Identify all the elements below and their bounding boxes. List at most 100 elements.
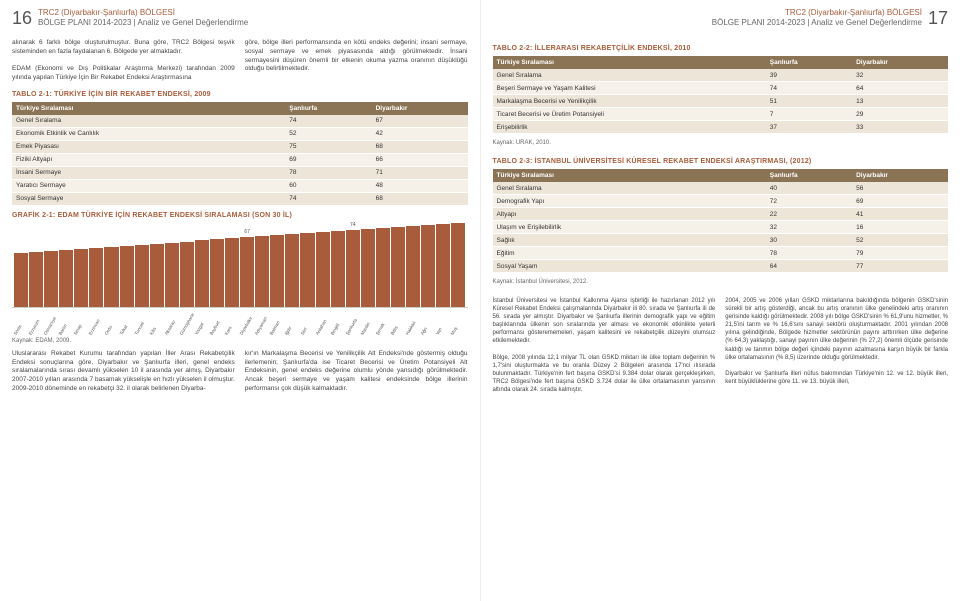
chart-bar: Bitlis <box>391 227 405 307</box>
bottom-columns-right: İstanbul Üniversitesi ve İstanbul Kalkın… <box>493 297 949 394</box>
table-1-title: TABLO 2-1: TÜRKİYE İÇİN BİR REKABET ENDE… <box>12 91 468 98</box>
table-row: Emek Piyasası7568 <box>12 140 468 153</box>
chart-bar: Tunceli <box>135 245 149 307</box>
header-left: 16 TRC2 (Diyarbakır-Şanlıurfa) BÖLGESİ B… <box>12 8 468 29</box>
table-3-title: TABLO 2-3: İSTANBUL ÜNİVERSİTESİ KÜRESEL… <box>493 158 949 165</box>
table-header-cell: Türkiye Sıralaması <box>12 102 285 115</box>
table-row: Erişebilirlik3733 <box>493 121 949 134</box>
table-cell: Yaratıcı Sermaye <box>12 179 285 192</box>
chart-wrap: SivasErzurumOsmaniyeBartınSinopErzincanO… <box>12 223 468 332</box>
table-3-source: Kaynak: İstanbul Üniversitesi, 2012. <box>493 279 949 285</box>
table-cell: Beşeri Sermaye ve Yaşam Kalitesi <box>493 82 766 95</box>
table-cell: 52 <box>285 127 371 140</box>
intro-columns: alınarak 6 farklı bölge oluşturulmuştur.… <box>12 39 468 83</box>
chart-bar: Aksaray <box>165 243 179 307</box>
table-cell: 39 <box>766 69 852 82</box>
bottom-col: kır'ın Markalaşma Becerisi ve Yenilikçil… <box>245 350 468 394</box>
chart-bar: Şanlıurfa74 <box>346 230 360 307</box>
table-cell: 30 <box>766 234 852 247</box>
table-cell: Ekonomik Etkinlik ve Canlılık <box>12 127 285 140</box>
chart-bar: Kilis <box>150 244 164 307</box>
table-cell: 42 <box>372 127 468 140</box>
bar-value: 74 <box>350 222 356 228</box>
intro-col-2: göre, bölge illeri performansında en köt… <box>245 39 468 83</box>
table-cell: Emek Piyasası <box>12 140 285 153</box>
bottom-col: İstanbul Üniversitesi ve İstanbul Kalkın… <box>493 297 716 394</box>
table-row: Demografik Yapı7269 <box>493 195 949 208</box>
table-cell: 37 <box>766 121 852 134</box>
header-title: TRC2 (Diyarbakır-Şanlıurfa) BÖLGESİ <box>38 8 248 18</box>
chart-bar: Van <box>436 224 450 307</box>
header-text: TRC2 (Diyarbakır-Şanlıurfa) BÖLGESİ BÖLG… <box>38 8 248 27</box>
chart-bar: Siirt <box>300 233 314 307</box>
table-row: İnsani Sermaye7871 <box>12 166 468 179</box>
table-cell: Genel Sıralama <box>493 69 766 82</box>
table-cell: 66 <box>372 153 468 166</box>
table-row: Markalaşma Becerisi ve Yenilikçilik5113 <box>493 95 949 108</box>
bottom-col: 2004, 2005 ve 2006 yılları GSKD miktarla… <box>725 297 948 394</box>
chart-bar: Bayburt <box>210 239 224 306</box>
table-cell: 74 <box>285 192 371 205</box>
table-row: Altyapı2241 <box>493 208 949 221</box>
bar-chart: SivasErzurumOsmaniyeBartınSinopErzincanO… <box>12 223 468 308</box>
table-cell: 13 <box>852 95 948 108</box>
table-cell: 56 <box>852 182 948 195</box>
table-2-source: Kaynak: URAK, 2010. <box>493 140 949 146</box>
table-row: Sosyal Sermaye7468 <box>12 192 468 205</box>
chart-bar: Sivas <box>14 253 28 307</box>
table-row: Ticaret Becerisi ve Üretim Potansiyeli72… <box>493 108 949 121</box>
chart-title: GRAFİK 2-1: EDAM TÜRKİYE İÇİN REKABET EN… <box>12 212 468 219</box>
page-number: 16 <box>12 8 32 29</box>
chart-bar: Şırnak <box>376 228 390 307</box>
table-cell: 64 <box>852 82 948 95</box>
bottom-columns-left: Uluslararası Rekabet Kurumu tarafından y… <box>12 350 468 394</box>
chart-bar: Bartın <box>59 250 73 307</box>
chart-source: Kaynak: EDAM, 2009. <box>12 338 468 344</box>
bottom-col: Uluslararası Rekabet Kurumu tarafından y… <box>12 350 235 394</box>
table-header-cell: Şanlıurfa <box>766 56 852 69</box>
chart-bar: Ordu <box>104 247 118 307</box>
table-row: Fiziki Altyapı6966 <box>12 153 468 166</box>
chart-bar: Bingöl <box>331 231 345 307</box>
table-2: Türkiye SıralamasıŞanlıurfaDiyarbakır Ge… <box>493 56 949 134</box>
table-cell: 16 <box>852 221 948 234</box>
chart-bar: Diyarbakır67 <box>240 237 254 306</box>
para: alınarak 6 farklı bölge oluşturulmuştur.… <box>12 39 235 57</box>
table-row: Genel Sıralama3932 <box>493 69 949 82</box>
table-cell: Genel Sıralama <box>12 115 285 128</box>
table-cell: Sağlık <box>493 234 766 247</box>
table-3: Türkiye SıralamasıŞanlıurfaDiyarbakır Ge… <box>493 169 949 273</box>
chart-bar: Yozgat <box>195 240 209 306</box>
table-cell: 69 <box>285 153 371 166</box>
table-cell: 68 <box>372 140 468 153</box>
table-cell: Sosyal Sermaye <box>12 192 285 205</box>
table-cell: Demografik Yapı <box>493 195 766 208</box>
table-header-cell: Diyarbakır <box>852 56 948 69</box>
table-1: Türkiye SıralamasıŞanlıurfaDiyarbakır Ge… <box>12 102 468 206</box>
chart-bar: Gümüşhane <box>180 242 194 307</box>
table-cell: Fiziki Altyapı <box>12 153 285 166</box>
table-cell: 75 <box>285 140 371 153</box>
table-cell: Genel Sıralama <box>493 182 766 195</box>
chart-bar: Batman <box>270 235 284 307</box>
table-header-cell: Türkiye Sıralaması <box>493 56 766 69</box>
table-cell: 52 <box>852 234 948 247</box>
table-cell: Altyapı <box>493 208 766 221</box>
table-cell: Sosyal Yaşam <box>493 260 766 273</box>
chart-bar: Adıyaman <box>255 236 269 307</box>
table-cell: 60 <box>285 179 371 192</box>
chart-bar: Erzincan <box>89 248 103 307</box>
table-cell: 79 <box>852 247 948 260</box>
table-cell: 68 <box>372 192 468 205</box>
page-left: 16 TRC2 (Diyarbakır-Şanlıurfa) BÖLGESİ B… <box>0 0 481 601</box>
chart-bar: Mardin <box>361 229 375 307</box>
table-cell: 64 <box>766 260 852 273</box>
table-cell: 33 <box>852 121 948 134</box>
header-text: TRC2 (Diyarbakır-Şanlıurfa) BÖLGESİ BÖLG… <box>712 8 922 27</box>
para: 2004, 2005 ve 2006 yılları GSKD miktarla… <box>725 297 948 362</box>
chart-bar: Ardahan <box>316 232 330 307</box>
table-cell: Eğitim <box>493 247 766 260</box>
para: Bölge, 2008 yılında 12,1 milyar TL olan … <box>493 354 716 394</box>
chart-bar: Osmaniye <box>44 251 58 307</box>
table-row: Sağlık3052 <box>493 234 949 247</box>
